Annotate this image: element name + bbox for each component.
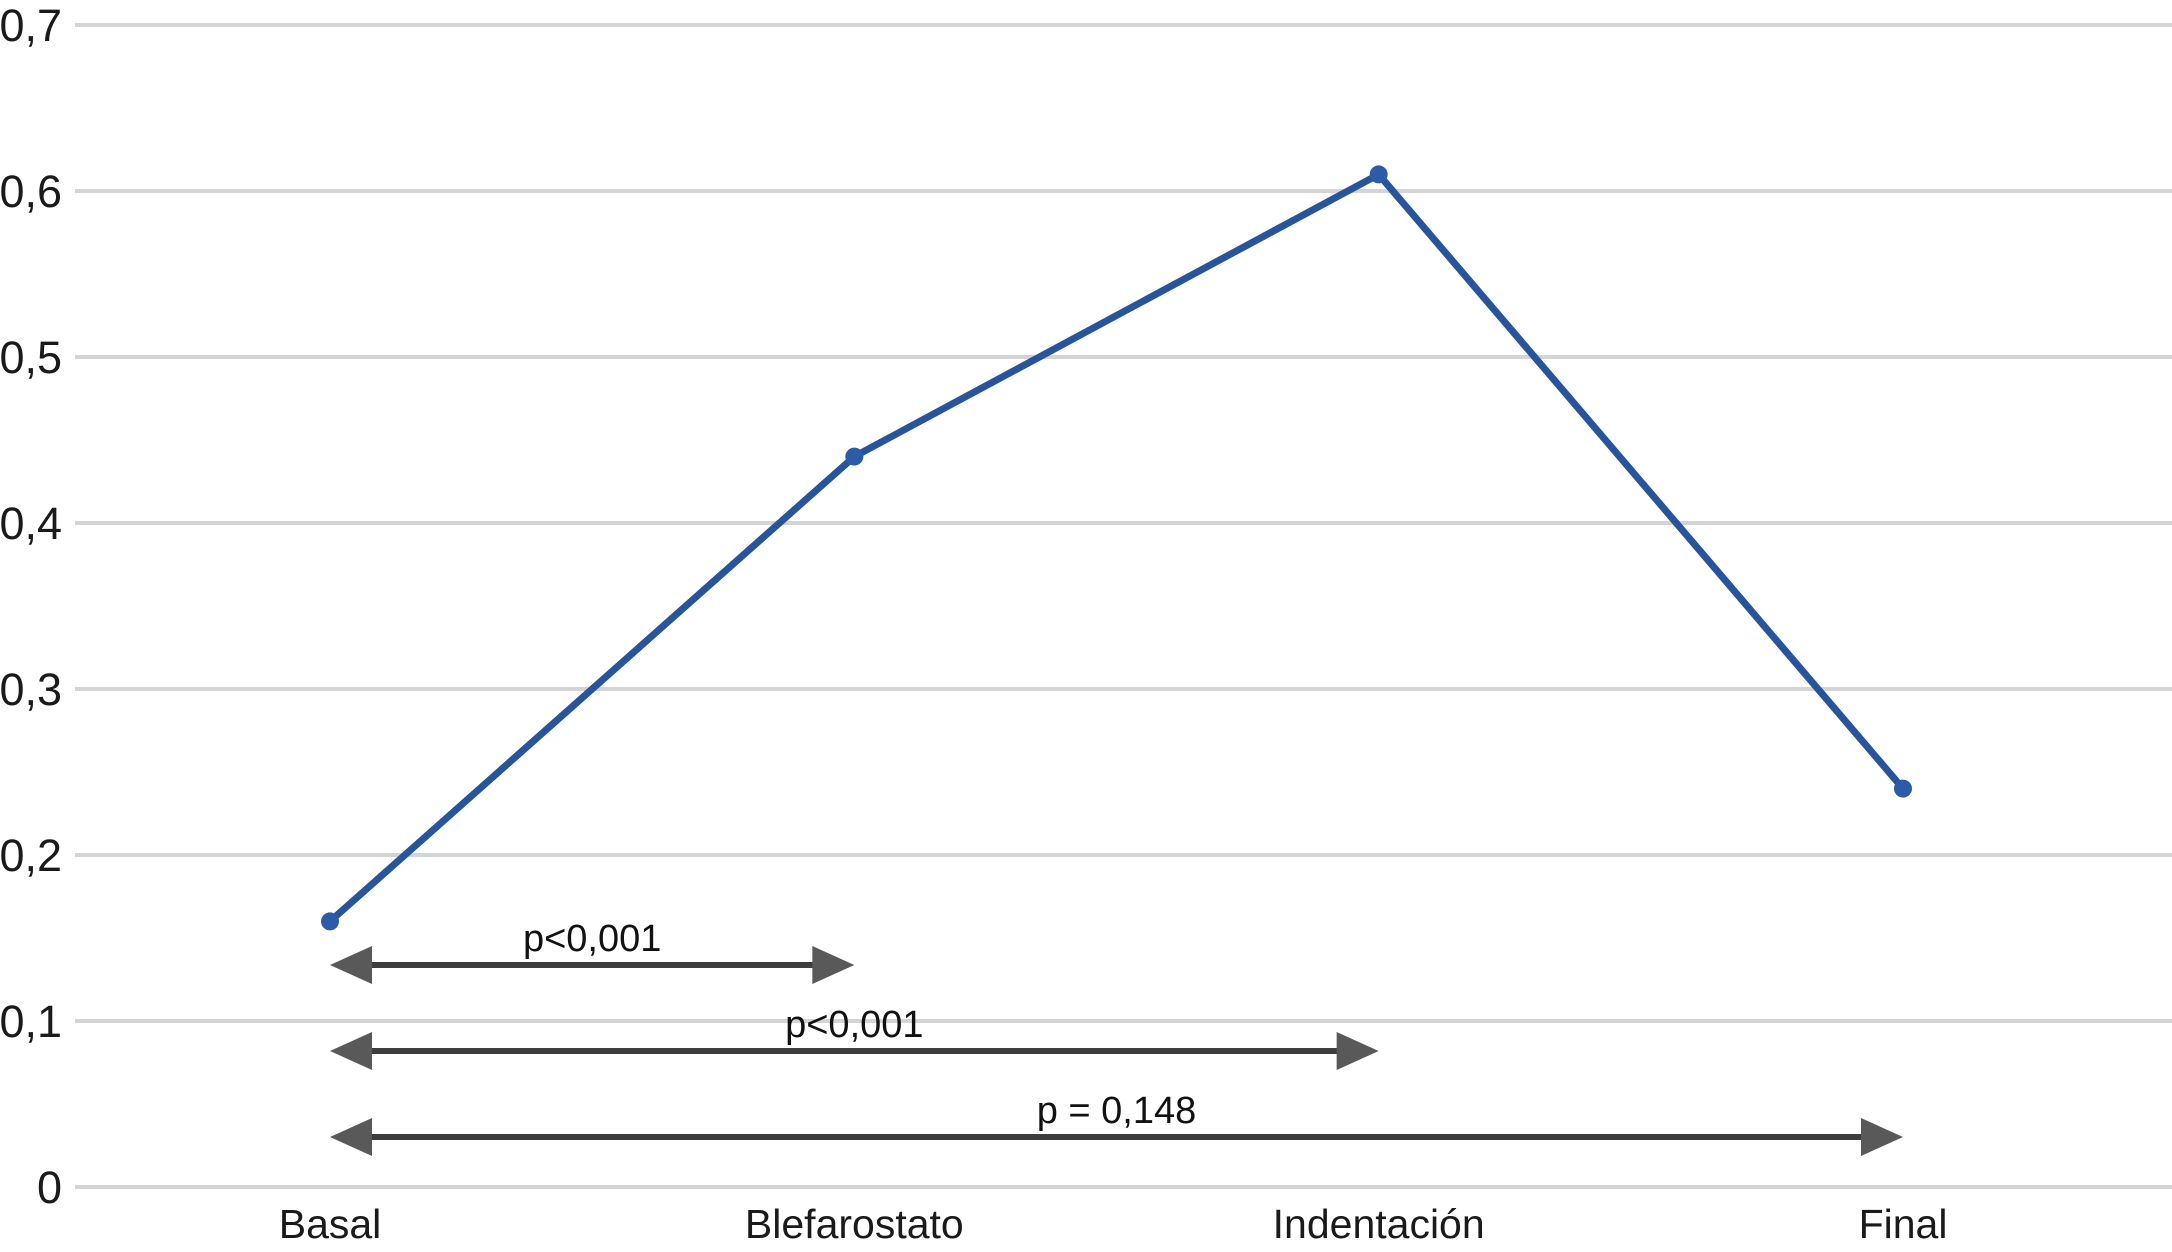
data-point-marker <box>1369 165 1388 184</box>
arrow-right-head-icon <box>812 946 855 984</box>
x-axis-label: Final <box>1859 1201 1948 1247</box>
data-point-marker <box>321 912 339 931</box>
data-point-marker <box>1894 779 1912 798</box>
arrow-right-head-icon <box>1861 1118 1903 1156</box>
arrow-left-head-icon <box>330 1032 372 1070</box>
y-tick-label: 0,1 <box>0 996 62 1047</box>
y-tick-label: 0,4 <box>0 498 62 549</box>
y-tick-label: 0,5 <box>0 332 62 383</box>
data-point-marker <box>845 447 864 466</box>
x-axis-label: Blefarostato <box>745 1201 964 1247</box>
x-axis-label: Basal <box>279 1201 382 1247</box>
arrow-left-head-icon <box>330 1118 372 1156</box>
p-value-label: p<0,001 <box>785 1004 923 1046</box>
y-tick-label: 0,3 <box>0 664 62 715</box>
y-tick-label: 0,2 <box>0 830 62 881</box>
p-value-label: p = 0,148 <box>1037 1090 1197 1132</box>
y-tick-label: 0,6 <box>0 166 62 217</box>
y-tick-label: 0,7 <box>0 0 62 51</box>
x-axis-label: Indentación <box>1273 1201 1485 1247</box>
arrow-left-head-icon <box>330 946 372 984</box>
y-tick-label: 0 <box>37 1162 62 1213</box>
data-line <box>326 170 1907 925</box>
arrow-right-head-icon <box>1336 1032 1379 1070</box>
p-value-label: p<0,001 <box>523 918 661 960</box>
